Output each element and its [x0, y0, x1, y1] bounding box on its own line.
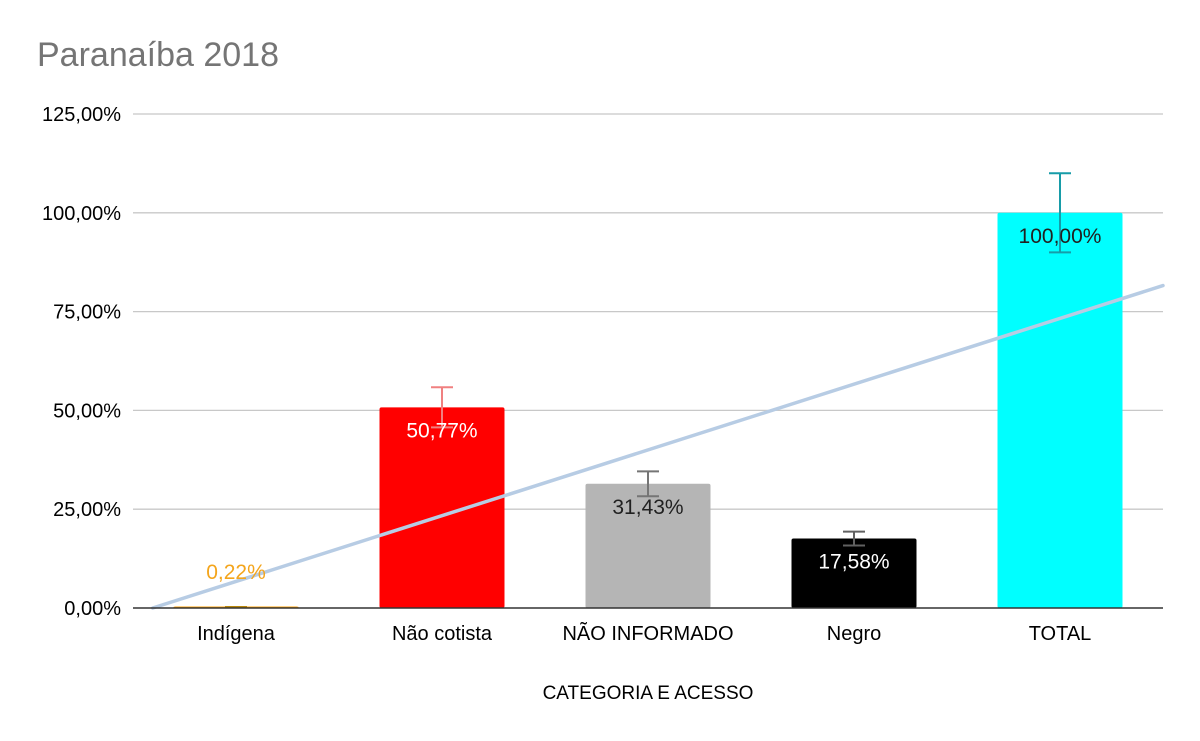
data-label: 31,43%: [612, 496, 683, 519]
bar: [791, 538, 917, 608]
y-tick-label: 100,00%: [42, 203, 121, 225]
bars: [173, 212, 1123, 609]
gridlines: [133, 113, 1163, 510]
trendline: [150, 283, 1165, 610]
y-tick-label: 50,00%: [53, 400, 121, 422]
x-tick-label: Negro: [827, 623, 881, 645]
x-tick-label: NÃO INFORMADO: [562, 621, 733, 645]
x-axis-title: CATEGORIA E ACESSO: [543, 683, 754, 704]
data-label: 17,58%: [818, 551, 889, 574]
data-label: 50,77%: [406, 419, 477, 442]
data-labels: 0,22% 50,77% 31,43% 17,58% 100,00%: [206, 225, 1101, 584]
y-tick-label: 75,00%: [53, 302, 121, 324]
x-tick-label: Não cotista: [392, 623, 493, 645]
x-axis-ticks: Indígena Não cotista NÃO INFORMADO Negro TOT…: [197, 621, 1091, 645]
x-tick-label: TOTAL: [1029, 623, 1092, 645]
trendline-layer: [150, 283, 1165, 610]
x-tick-label: Indígena: [197, 623, 276, 645]
data-label: 0,22%: [206, 561, 266, 584]
bar: [997, 212, 1123, 609]
y-axis-ticks: 0,00% 25,00% 50,00% 75,00% 100,00% 125,00%: [42, 104, 121, 620]
y-tick-label: 0,00%: [64, 598, 121, 620]
bar: [379, 407, 505, 608]
bar: [585, 483, 711, 608]
data-label: 100,00%: [1019, 225, 1102, 248]
y-tick-label: 125,00%: [42, 104, 121, 126]
chart-title: Paranaíba 2018: [37, 36, 279, 74]
y-tick-label: 25,00%: [53, 499, 121, 521]
